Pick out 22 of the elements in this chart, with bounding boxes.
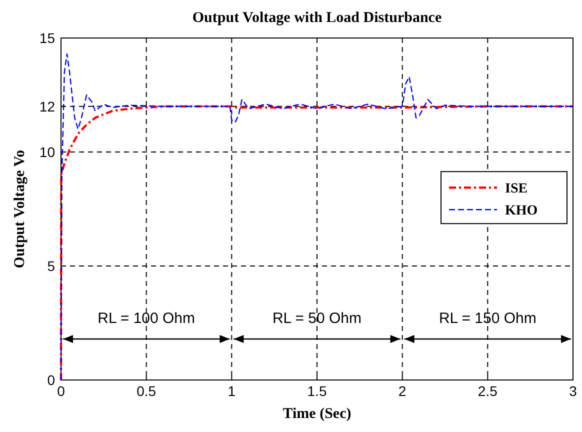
y-tick-label: 0: [47, 372, 56, 388]
y-tick-label: 12: [39, 98, 56, 114]
legend-label: ISE: [505, 182, 528, 197]
x-axis-title: Time (Sec): [282, 406, 352, 422]
annotation: RL = 100 Ohm: [98, 310, 196, 327]
line-series: [60, 105, 574, 382]
legend-label: KHO: [505, 204, 538, 219]
x-tick-label: 1.5: [307, 383, 327, 399]
chart-title: Output Voltage with Load Disturbance: [192, 10, 442, 26]
y-axis-title: Output Voltage Vo: [12, 150, 28, 268]
x-tick-label: 0: [57, 383, 66, 399]
annotation: RL = 150 Ohm: [438, 310, 536, 327]
x-tick-label: 0.5: [136, 383, 156, 399]
line-series: [60, 53, 574, 381]
x-tick-label: 1: [228, 383, 236, 399]
x-tick-label: 2: [398, 383, 406, 399]
y-tick-label: 15: [39, 30, 56, 46]
annotation: RL = 50 Ohm: [272, 310, 362, 327]
x-tick-label: 3: [569, 383, 578, 399]
y-tick-label: 10: [39, 144, 56, 160]
y-tick-label: 5: [47, 258, 56, 274]
x-tick-label: 2.5: [478, 383, 498, 399]
